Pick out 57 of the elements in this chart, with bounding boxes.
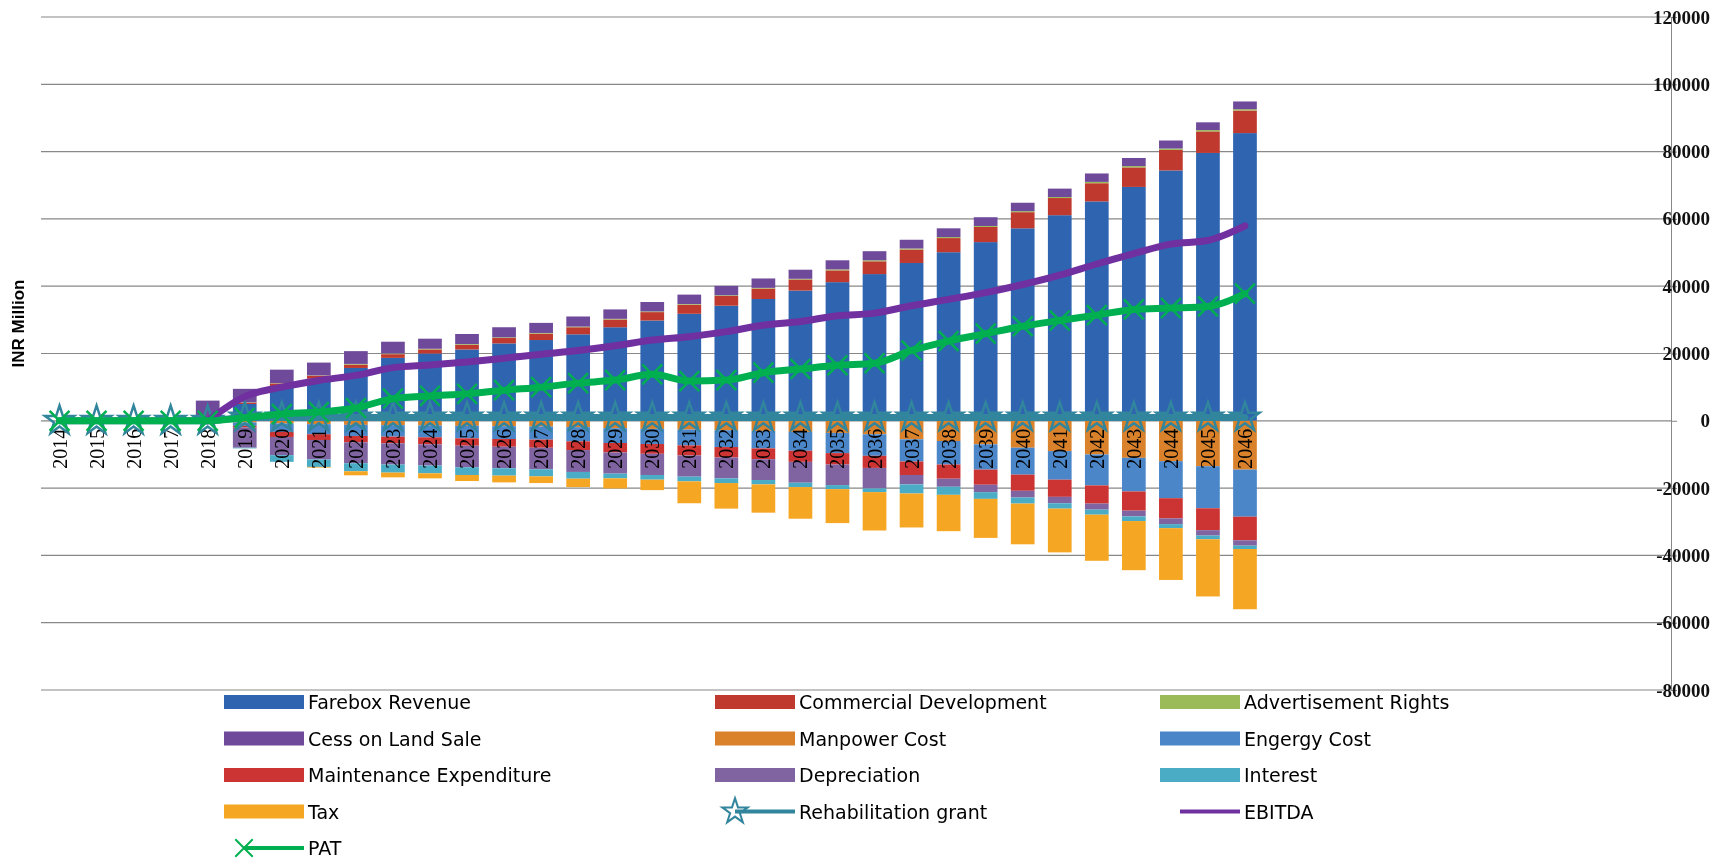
legend-label: Interest xyxy=(1244,764,1318,786)
x-tick-label: 2029 xyxy=(604,428,627,469)
x-tick-label: 2035 xyxy=(826,428,849,469)
x-tick-label: 2037 xyxy=(900,428,923,469)
y-tick-label: -20000 xyxy=(1656,477,1710,499)
legend-label: Maintenance Expenditure xyxy=(308,764,552,786)
x-tick-label: 2038 xyxy=(937,428,960,469)
x-tick-label: 2017 xyxy=(159,428,182,469)
x-tick-label: 2022 xyxy=(344,428,367,469)
y-tick-label: -40000 xyxy=(1656,544,1710,566)
x-tick-label: 2042 xyxy=(1085,428,1108,469)
legend-label: Tax xyxy=(307,800,340,823)
y-tick-label: 120000 xyxy=(1653,6,1710,28)
legend-label: Depreciation xyxy=(799,764,921,786)
x-tick-label: 2014 xyxy=(48,428,71,469)
x-tick-label: 2034 xyxy=(789,428,812,469)
x-tick-label: 2015 xyxy=(85,428,108,469)
y-tick-label: -60000 xyxy=(1656,612,1710,634)
x-tick-label: 2025 xyxy=(456,428,479,469)
x-tick-label: 2036 xyxy=(863,428,886,469)
y-tick-label: 40000 xyxy=(1662,275,1710,297)
legend-label: Rehabilitation grant xyxy=(799,800,988,823)
x-tick-label: 2046 xyxy=(1233,428,1256,469)
x-tick-label: 2039 xyxy=(974,428,997,469)
x-tick-label: 2019 xyxy=(233,428,256,469)
x-tick-label: 2027 xyxy=(530,428,553,469)
x-tick-label: 2041 xyxy=(1048,428,1071,469)
y-tick-label: -80000 xyxy=(1656,679,1710,701)
x-tick-label: 2018 xyxy=(196,428,219,469)
x-tick-label: 2028 xyxy=(567,428,590,469)
legend-label: PAT xyxy=(308,837,342,859)
x-tick-label: 2044 xyxy=(1159,428,1182,469)
x-tick-label: 2040 xyxy=(1011,428,1034,469)
x-tick-label: 2024 xyxy=(418,428,441,469)
x-tick-label: 2031 xyxy=(678,428,701,469)
y-tick-label: 20000 xyxy=(1662,343,1710,365)
y-tick-label: 60000 xyxy=(1662,208,1710,230)
legend-label: EBITDA xyxy=(1244,800,1314,823)
x-tick-label: 2043 xyxy=(1122,428,1145,469)
y-tick-label: 100000 xyxy=(1653,73,1710,95)
x-tick-label: 2032 xyxy=(715,428,738,469)
legend-label: Manpower Cost xyxy=(799,727,947,750)
x-tick-label: 2020 xyxy=(270,428,293,469)
legend-label: Cess on Land Sale xyxy=(308,727,482,750)
y-tick-label: 80000 xyxy=(1662,141,1710,163)
x-tick-label: 2026 xyxy=(493,428,516,469)
legend-label: Engergy Cost xyxy=(1244,727,1371,750)
legend-label: Farebox Revenue xyxy=(308,691,472,713)
legend-label: Advertisement Rights xyxy=(1244,691,1450,713)
y-tick-label: 0 xyxy=(1700,410,1710,432)
x-tick-label: 2045 xyxy=(1196,428,1219,469)
y-axis-title: INR Million xyxy=(9,279,28,368)
x-tick-label: 2021 xyxy=(307,428,330,469)
x-tick-label: 2030 xyxy=(641,428,664,469)
x-tick-label: 2033 xyxy=(752,428,775,469)
legend-label: Commercial Development xyxy=(799,691,1047,713)
x-tick-label: 2023 xyxy=(381,428,404,469)
